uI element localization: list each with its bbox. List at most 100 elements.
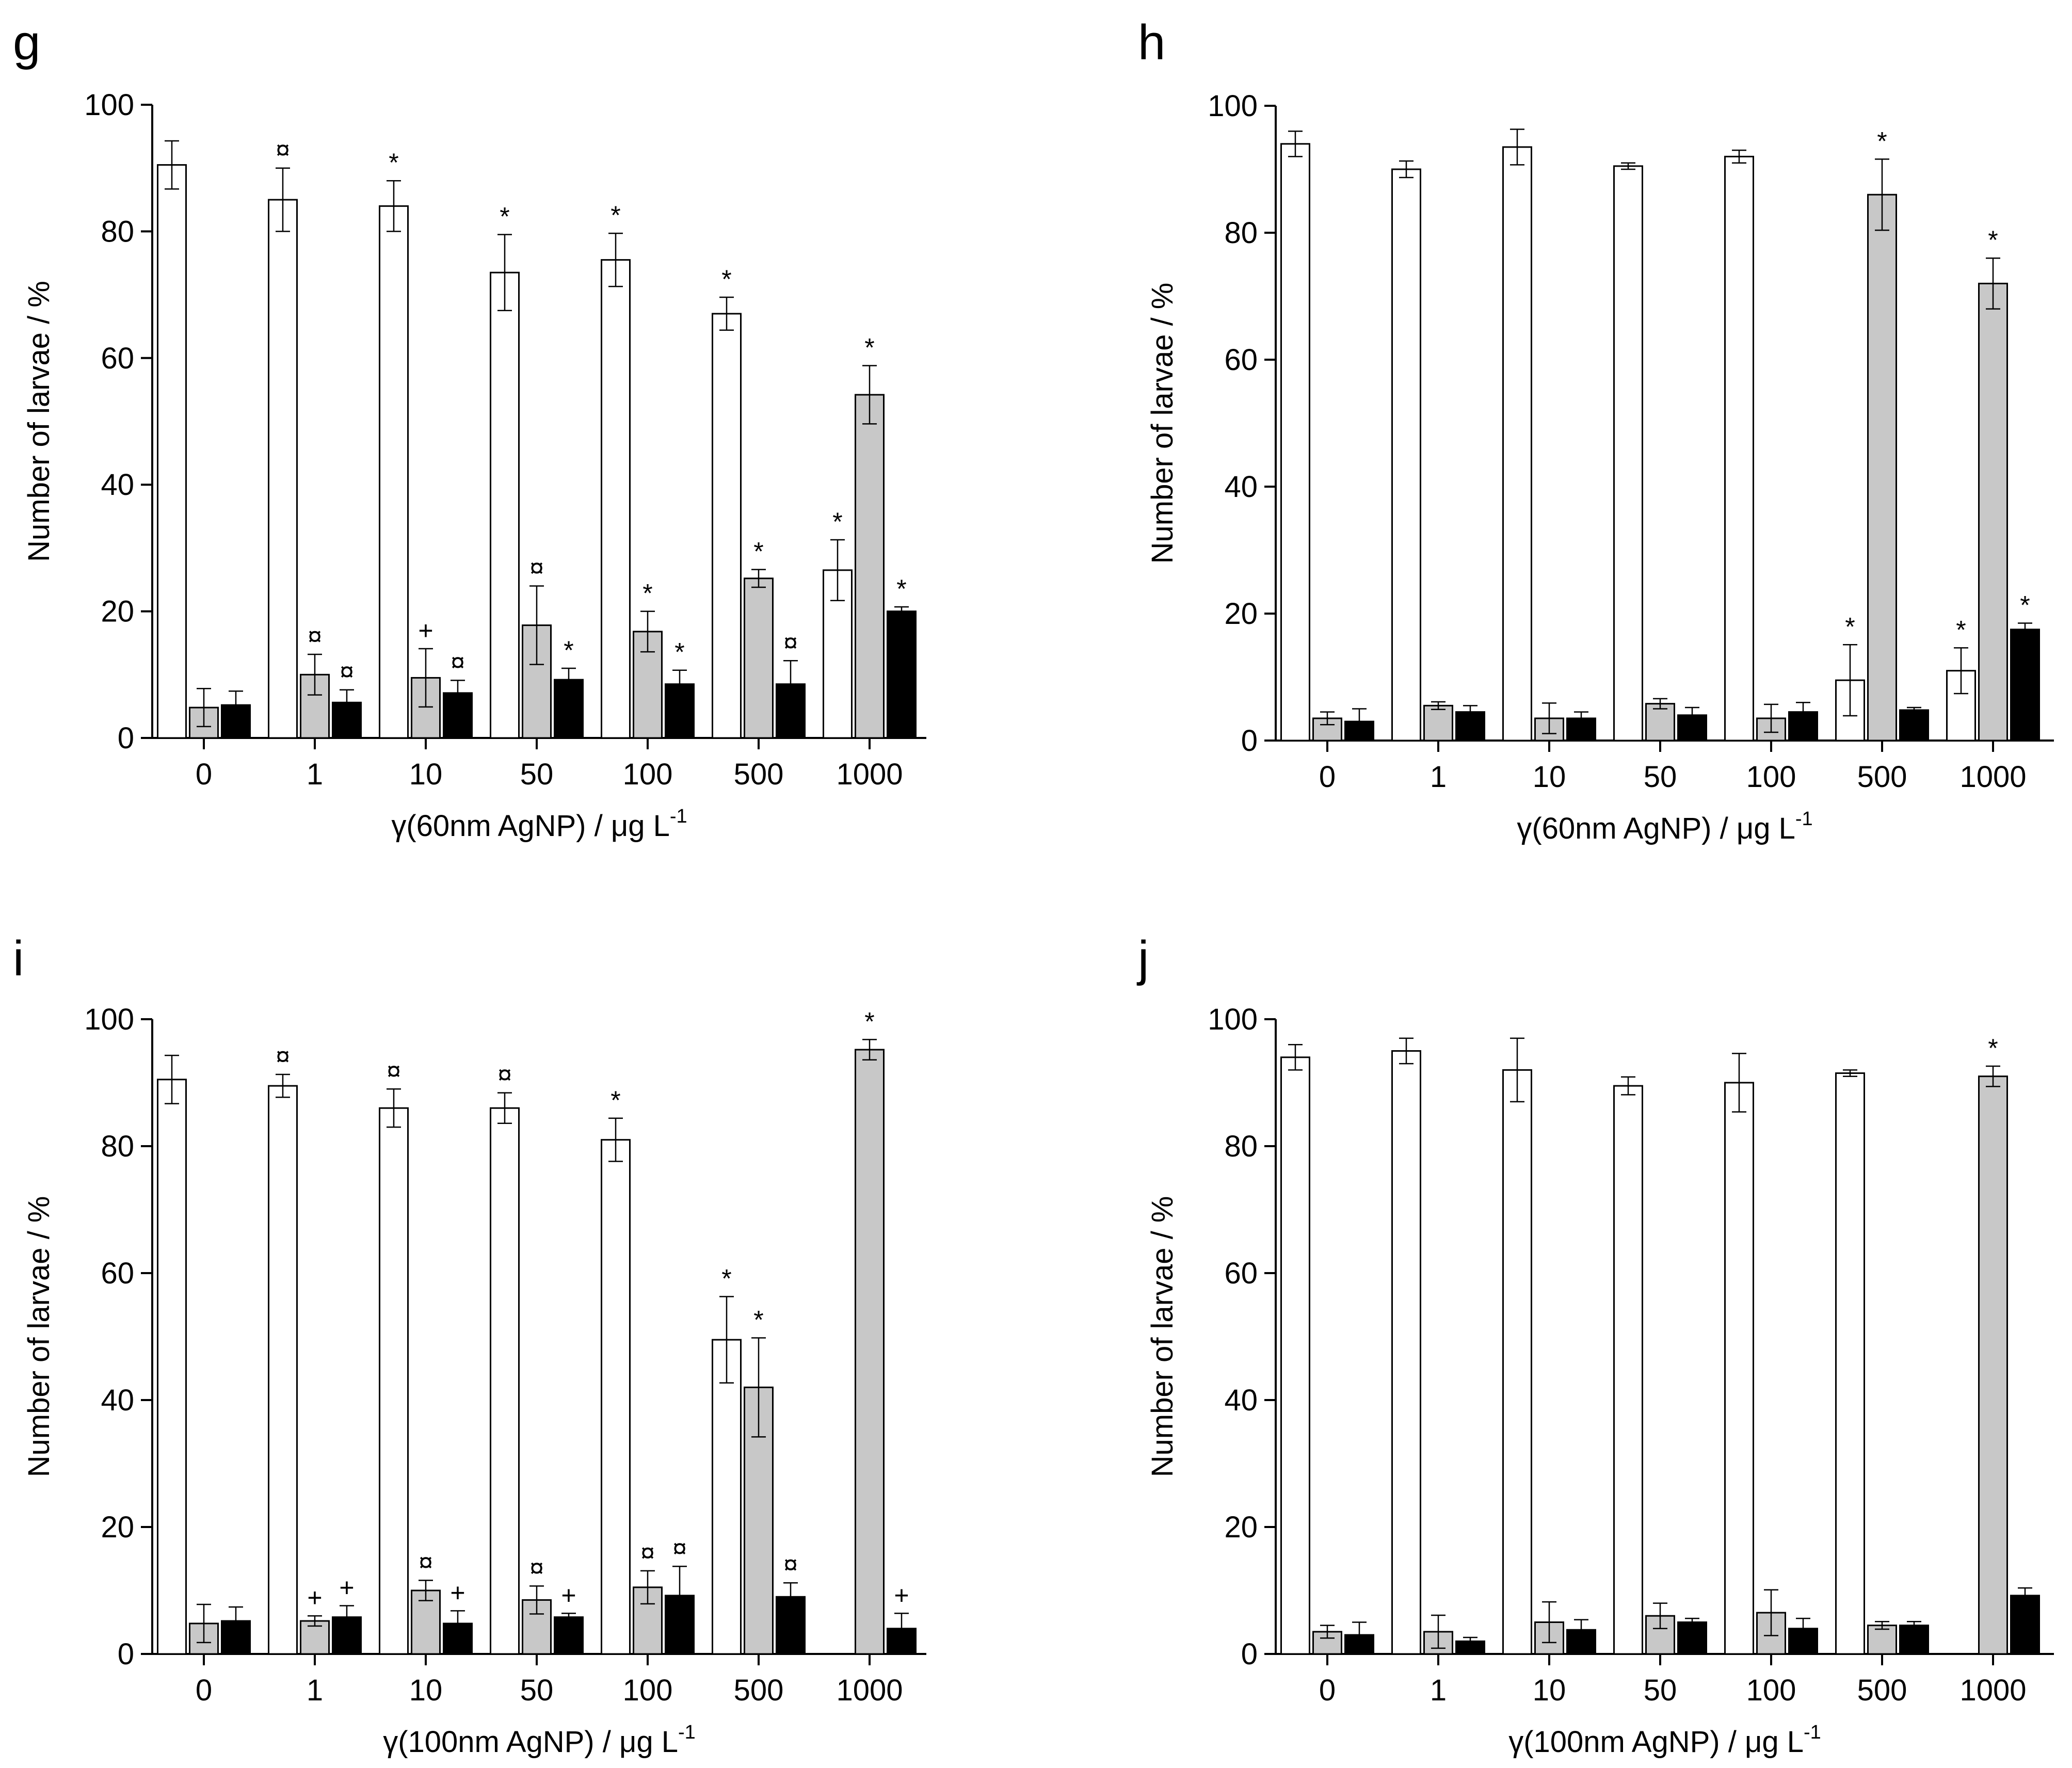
bar-gray [1867,194,1897,742]
bar-white [268,199,298,739]
y-tick-label: 40 [1224,1384,1258,1417]
bar-white [379,1107,409,1655]
y-tick-label: 40 [101,468,134,502]
bar-white [1835,1072,1865,1655]
significance-mark: + [450,1578,465,1607]
bar-black [1677,1621,1707,1655]
x-tick-label: 500 [1857,760,1907,794]
bar-gray [1978,1075,2008,1655]
x-axis-title: γ(100nm AgNP) / μg L-1 [1508,1722,1821,1759]
bar-white [490,271,520,739]
x-axis-title-superscript: -1 [1795,808,1813,830]
bar-gray [744,577,774,739]
x-axis-title-superscript: -1 [1804,1722,1821,1743]
x-tick-label: 100 [623,758,673,791]
significance-mark: + [339,1573,354,1602]
y-tick-label: 0 [118,721,134,755]
significance-mark: + [561,1581,576,1610]
significance-mark: ¤ [783,1550,798,1579]
x-tick-label: 1000 [1959,1674,2026,1707]
y-tick-label: 40 [1224,470,1258,504]
y-axis-title: Number of larvae / % [22,281,56,562]
significance-mark: * [864,1007,874,1036]
significance-mark: ¤ [640,1538,655,1567]
bar-white [712,1339,742,1655]
bar-black [2010,1595,2040,1655]
x-tick-label: 10 [409,1674,443,1707]
x-tick-label: 10 [1533,760,1566,794]
significance-mark: * [1988,1034,1998,1063]
x-tick-label: 0 [1319,1674,1336,1707]
significance-mark: ¤ [497,1060,512,1089]
x-tick-label: 50 [1644,1674,1677,1707]
x-axis-title-superscript: -1 [670,806,687,827]
bar-white [1280,143,1310,742]
bar-gray [855,1049,885,1655]
significance-mark: ¤ [276,136,290,165]
y-tick-label: 0 [1241,724,1258,758]
x-tick-label: 0 [196,1674,212,1707]
x-axis-title: γ(60nm AgNP) / μg L-1 [391,806,687,843]
bar-white [157,164,187,739]
significance-mark: * [864,333,874,362]
y-axis-title: Number of larvae / % [1146,1196,1179,1477]
bar-black [887,610,917,739]
x-tick-label: 1000 [836,1674,903,1707]
x-tick-label: 100 [1746,760,1796,794]
significance-mark: ¤ [276,1042,290,1071]
y-tick-label: 100 [1208,1003,1258,1036]
x-tick-label: 10 [409,758,443,791]
significance-mark: * [721,265,731,294]
significance-mark: * [611,1086,620,1115]
bar-gray [855,394,885,739]
y-tick-label: 20 [1224,597,1258,631]
significance-mark: + [894,1581,909,1610]
panel-letter: h [1138,15,1165,70]
x-tick-label: 10 [1533,1674,1566,1707]
y-tick-label: 20 [1224,1510,1258,1544]
y-tick-label: 20 [101,1510,134,1544]
y-tick-label: 60 [1224,343,1258,377]
x-tick-label: 500 [1857,1674,1907,1707]
bar-black [554,1616,584,1655]
significance-mark: ¤ [672,1534,687,1563]
bar-white [379,205,409,739]
y-tick-label: 100 [84,88,134,122]
significance-mark: ¤ [451,648,465,677]
significance-mark: * [2020,590,2030,619]
x-tick-label: 1 [307,758,323,791]
y-tick-label: 20 [101,595,134,629]
y-tick-label: 80 [101,215,134,248]
x-tick-label: 1 [1430,760,1447,794]
x-tick-label: 500 [734,1674,784,1707]
x-tick-label: 1000 [1959,760,2026,794]
significance-mark: ¤ [529,554,544,583]
bar-gray [1645,703,1675,742]
bar-gray [300,673,330,739]
significance-mark: * [643,579,652,608]
bar-white [1391,1050,1421,1655]
x-axis-title-superscript: -1 [678,1722,696,1743]
significance-mark: * [721,1264,731,1293]
bar-gray [1423,704,1453,742]
y-axis-title: Number of larvae / % [22,1196,56,1477]
significance-mark: * [611,201,620,230]
y-tick-label: 60 [1224,1257,1258,1290]
bar-white [712,313,742,739]
significance-mark: * [832,507,842,536]
bar-white [268,1085,298,1655]
bar-white [601,1139,631,1655]
bar-white [490,1107,520,1655]
x-axis-title-text: γ(100nm AgNP) / μg L [1508,1725,1804,1759]
x-tick-label: 100 [623,1674,673,1707]
bar-white [1724,1082,1754,1655]
significance-mark: ¤ [529,1553,544,1582]
bar-white [1613,165,1643,742]
x-axis-title-text: γ(60nm AgNP) / μg L [391,809,670,843]
bar-white [1391,168,1421,742]
bar-gray [1978,282,2008,742]
significance-mark: ¤ [387,1056,401,1085]
